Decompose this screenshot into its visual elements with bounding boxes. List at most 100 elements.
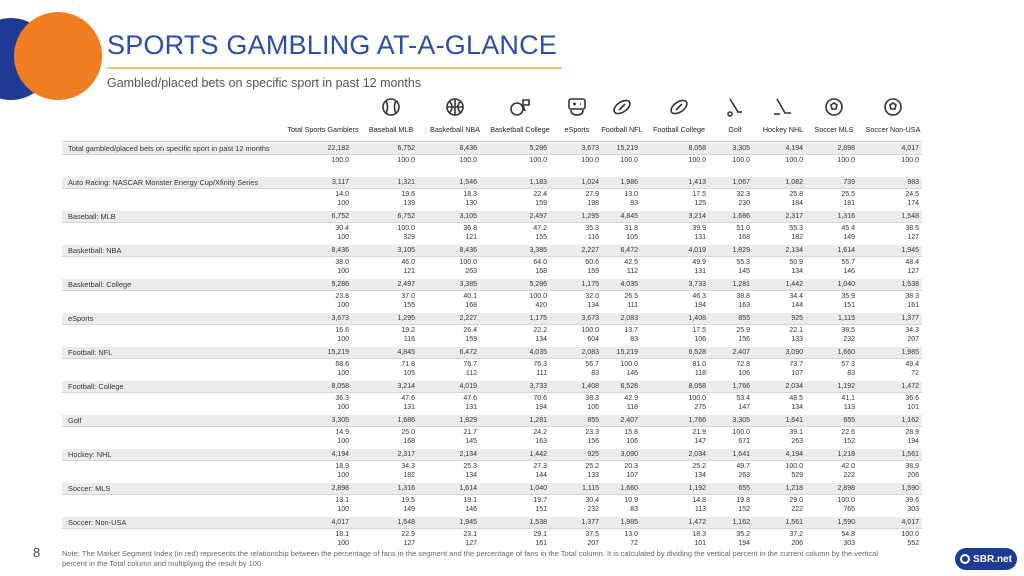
table-row-percent: 30.4 100.0 36.8 47.2 35.3 31.8 39.9 51.0 55.3 45.… [62,224,922,236]
cell-count: 4,017 [331,519,349,526]
cell-percent: 45.4 [841,225,855,232]
cell-index: 194 [738,540,750,547]
table-row-group: Football: NFL 15,219 4,845 6,472 4,035 2,083 1… [62,347,922,381]
cell-index: 184 [791,200,803,207]
cell-percent: 24.5 [905,191,919,198]
cell-count: 8,436 [331,247,349,254]
cell-percent: 18.1 [335,531,349,538]
cell-index: 275 [694,404,706,411]
cell-index: 116 [587,234,599,241]
cell-index: 420 [535,302,547,309]
cell-percent: 25.2 [585,463,599,470]
cell-percent: 18.3 [463,191,477,198]
cell-percent: 38.5 [905,225,919,232]
cell-percent: 55.7 [841,259,855,266]
cell-index: 127 [907,268,919,275]
cell-index: 131 [465,404,477,411]
cell-index: 131 [694,234,706,241]
cell-count: 2,407 [732,349,750,356]
cell-index: 152 [738,506,750,513]
cell-index: 145 [738,268,750,275]
cell-index: 83 [630,506,638,513]
cell-count: 1,408 [581,383,599,390]
cell-index: 106 [626,438,638,445]
cell-index: 230 [738,200,750,207]
cell-index: 156 [587,438,599,445]
cell-percent: 19.7 [533,497,547,504]
table-row-counts: Auto Racing: NASCAR Monster Energy Cup/X… [62,177,922,189]
cell-count: 855 [587,417,599,424]
cell-index: 105 [403,370,415,377]
cell-count: 3,117 [332,179,349,186]
cell-count: 6,472 [620,247,638,254]
cell-percent: 50.9 [789,259,803,266]
cell-count: 1,218 [785,485,803,492]
cell-percent: 100.0 [331,157,349,164]
column-header: Football College [653,125,705,134]
cell-percent: 25.5 [841,191,855,198]
cell-count: 1,442 [785,281,803,288]
cell-count: 1,660 [837,349,855,356]
cell-count: 1,538 [529,519,547,526]
table-row-counts: Basketball: College 5,286 2,497 3,385 5,286 1… [62,279,922,291]
cell-count: 4,194 [785,145,803,152]
cell-index: 93 [630,200,638,207]
cell-index: 163 [738,302,750,309]
cell-percent: 48.5 [789,395,803,402]
cell-count: 655 [738,485,750,492]
table-row-index: 100 329 121 155 116 105 131 168 182 149 127 [62,233,922,245]
table-row-group: Golf 3,305 1,686 1,829 1,281 855 2,407 1,766 3,3… [62,415,922,449]
cell-index: 112 [465,370,477,377]
cell-count: 1,590 [901,485,919,492]
cell-count: 1,183 [529,179,547,186]
row-label: Basketball: College [68,280,132,289]
cell-index: 133 [587,472,599,479]
cell-percent: 13.0 [624,191,638,198]
cell-percent: 100.0 [688,157,706,164]
cell-percent: 34.3 [905,327,919,334]
cell-percent: 100.0 [901,157,919,164]
table-row-counts: Hockey: NHL 4,194 2,317 2,134 1,442 925 3,090 2… [62,449,922,461]
cell-index: 100 [337,540,349,547]
cell-count: 8,436 [459,145,477,152]
cell-index: 100 [337,200,349,207]
table-row-percent: 100.0 100.0 100.0 100.0 100.0 100.0 100.0 100.0… [62,156,922,168]
cell-count: 1,986 [620,179,638,186]
cell-percent: 13.0 [624,531,638,538]
cell-index: 131 [694,268,706,275]
cell-count: 3,733 [529,383,547,390]
cell-count: 1,192 [688,485,706,492]
cell-percent: 16.6 [335,327,349,334]
column-header: Hockey NHL [762,125,804,134]
cell-index: 107 [626,472,638,479]
cell-index: 232 [843,336,855,343]
cell-percent: 35.3 [585,225,599,232]
cell-percent: 22.2 [533,327,547,334]
cell-count: 1,175 [581,281,599,288]
cell-index: 134 [465,472,477,479]
cell-index: 134 [791,268,803,275]
cell-count: 1,295 [397,315,415,322]
cell-count: 1,766 [688,417,706,424]
cell-percent: 18.3 [692,531,706,538]
cell-percent: 76.3 [533,361,547,368]
basketball-hoop-icon [509,96,531,118]
cell-percent: 72.8 [736,361,750,368]
cell-percent: 25.3 [463,463,477,470]
cell-index: 303 [843,540,855,547]
row-label: Golf [68,416,82,425]
cell-percent: 25.2 [692,463,706,470]
cell-index: 263 [465,268,477,275]
cell-percent: 26.5 [624,293,638,300]
cell-count: 1,829 [732,247,750,254]
cell-percent: 60.6 [585,259,599,266]
cell-count: 8,058 [688,145,706,152]
cell-index: 604 [587,336,599,343]
cell-index: 83 [591,370,599,377]
cell-percent: 34.4 [789,293,803,300]
column-header: Golf [728,125,742,134]
cell-percent: 64.0 [533,259,547,266]
cell-percent: 100.0 [581,157,599,164]
cell-percent: 38.9 [905,463,919,470]
cell-count: 2,898 [837,485,855,492]
